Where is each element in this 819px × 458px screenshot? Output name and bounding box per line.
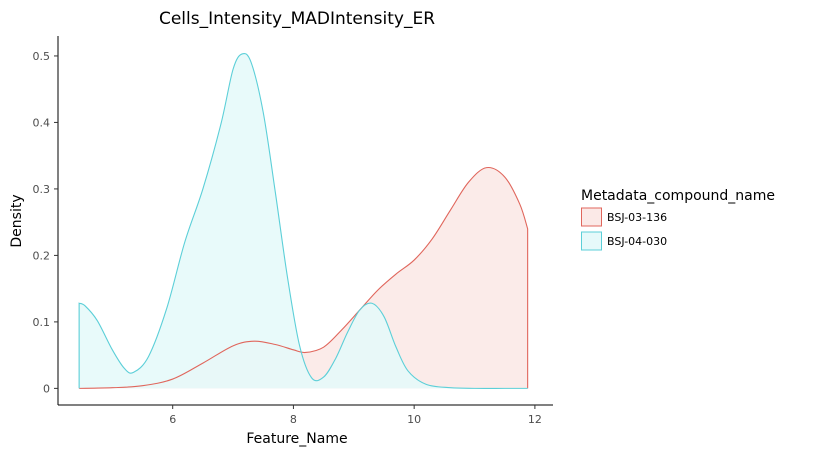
density-fill-2 <box>79 53 528 389</box>
y-tick-label: 0.2 <box>33 249 51 262</box>
y-tick-label: 0.5 <box>33 50 51 63</box>
y-tick-label: 0.3 <box>33 183 51 196</box>
density-line-1 <box>79 166 529 389</box>
x-axis-title: Feature_Name <box>246 431 347 447</box>
density-fill-1 <box>79 167 528 389</box>
series-layer <box>78 52 529 389</box>
legend-key <box>581 207 602 227</box>
x-tick-label: 6 <box>169 413 176 426</box>
y-tick-label: 0.4 <box>33 116 51 129</box>
x-tick-label: 12 <box>528 413 542 426</box>
y-tick-label: 0 <box>43 382 50 395</box>
legend-key <box>581 231 602 251</box>
y-axis-ticks: 0 0.1 0.2 0.3 0.4 0.5 <box>33 50 58 395</box>
y-axis-title: Density <box>9 194 25 247</box>
density-line-2 <box>78 52 528 389</box>
x-axis-ticks: 6 8 10 12 <box>169 405 542 426</box>
x-tick-label: 10 <box>407 413 421 426</box>
y-tick-label: 0.1 <box>33 316 51 329</box>
legend-title: Metadata_compound_name <box>581 188 775 204</box>
legend-label: BSJ-04-030 <box>607 235 667 248</box>
chart-title: Cells_Intensity_MADIntensity_ER <box>159 9 435 29</box>
x-tick-label: 8 <box>290 413 297 426</box>
legend: Metadata_compound_name BSJ-03-136 BSJ-04-… <box>581 188 775 251</box>
legend-items: BSJ-03-136 BSJ-04-030 <box>581 207 667 251</box>
legend-label: BSJ-03-136 <box>607 211 667 224</box>
plot-area: 6 8 10 12 0 0.1 0.2 0.3 0.4 0.5 <box>33 36 553 426</box>
